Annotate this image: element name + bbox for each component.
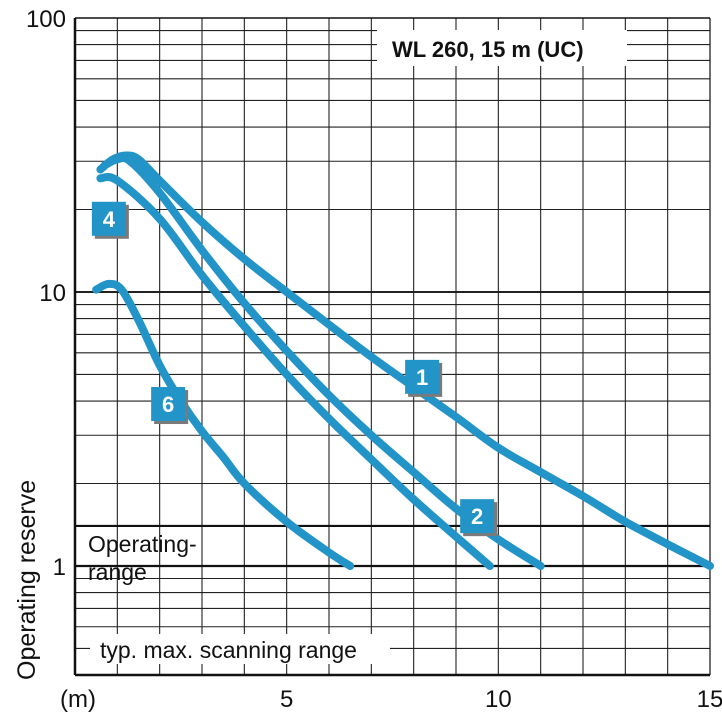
axes	[73, 17, 711, 677]
badge-box	[151, 387, 186, 422]
badge-box	[91, 201, 126, 236]
badge-label: 4	[103, 207, 116, 232]
title-box	[377, 30, 627, 66]
x-tick-label: 5	[280, 686, 293, 713]
x-tick-labels: (m) 5 10 15	[60, 686, 722, 713]
minor-gridlines	[75, 18, 710, 676]
x-tick-label: 10	[485, 686, 512, 713]
scanning-range-label-bg	[90, 634, 390, 664]
curve-badge-4: 4	[91, 201, 129, 239]
curve-badge-1: 1	[405, 359, 443, 397]
series-line-6	[92, 279, 355, 570]
y-axis-label: Operating reserve	[13, 480, 41, 680]
x-tick-label: (m)	[60, 686, 96, 713]
scanning-range-label: typ. max. scanning range	[100, 637, 357, 663]
reference-lines	[75, 524, 710, 568]
operating-range-label-line2: range	[88, 559, 147, 585]
y-tick-label: 100	[26, 6, 66, 33]
series-line-2	[100, 153, 545, 570]
badge-label: 2	[471, 504, 483, 529]
series-line-4	[96, 173, 494, 570]
x-tick-label: 15	[697, 686, 722, 713]
curve-badge-2: 2	[460, 499, 498, 537]
series-badges: 1 2 4 6	[91, 201, 498, 537]
series-line-1	[96, 151, 714, 570]
badge-box	[405, 359, 440, 394]
y-tick-label: 1	[53, 554, 66, 581]
y-tick-label: 10	[39, 280, 66, 307]
badge-box	[460, 499, 495, 534]
series-group	[92, 151, 714, 570]
badge-label: 1	[416, 365, 428, 390]
operating-range-label-line1: Operating-	[88, 531, 197, 557]
curve-badge-6: 6	[151, 387, 189, 425]
badge-label: 6	[162, 392, 174, 417]
chart-title: WL 260, 15 m (UC)	[392, 37, 584, 62]
y-tick-labels: 1 10 100	[26, 6, 66, 581]
